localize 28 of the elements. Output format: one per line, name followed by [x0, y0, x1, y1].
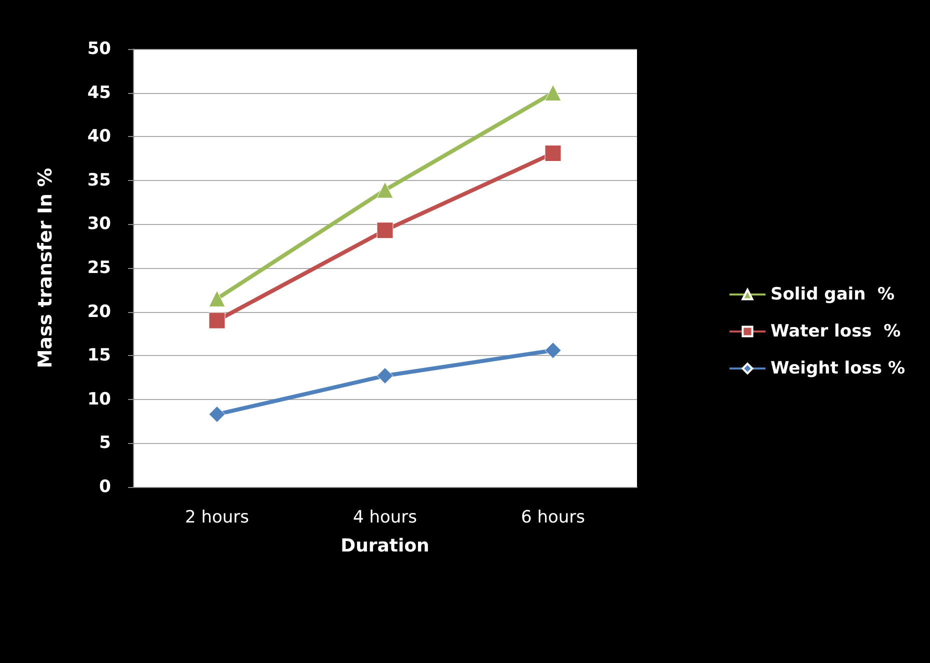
point	[544, 144, 562, 162]
x-axis-title: Duration	[340, 536, 430, 556]
point	[208, 290, 226, 307]
y-axis-title: Mass transfer In %	[34, 168, 56, 368]
y-tick-label: 10	[87, 389, 112, 410]
point	[208, 312, 226, 329]
y-tick-label: 25	[87, 258, 111, 278]
point	[376, 368, 394, 384]
point	[544, 342, 562, 359]
point	[208, 406, 226, 423]
legend-label: Weight loss %	[770, 358, 905, 378]
y-tick-label: 35	[87, 170, 111, 190]
x-tick-label: 2 hours	[184, 508, 250, 528]
x-tick-label: 6 hours	[520, 508, 586, 528]
y-tick-label: 0	[99, 477, 112, 497]
y-tick-label: 30	[87, 214, 112, 234]
point	[376, 222, 394, 239]
legend-label: Solid gain %	[770, 284, 895, 304]
y-tick-label: 5	[99, 433, 111, 454]
y-tick-label: 20	[87, 302, 112, 322]
y-tick-label: 15	[87, 346, 111, 366]
x-tick-label: 4 hours	[352, 508, 418, 528]
point	[376, 182, 394, 198]
legend-label: Water loss %	[770, 322, 901, 342]
y-tick-label: 40	[87, 126, 112, 147]
y-tick-label: 50	[87, 39, 112, 59]
y-tick-label: 45	[87, 82, 111, 103]
point	[544, 84, 562, 102]
